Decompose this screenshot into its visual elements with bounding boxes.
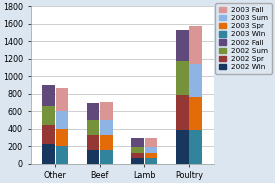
Bar	[131, 147, 144, 153]
Bar	[42, 144, 55, 164]
Bar	[176, 130, 189, 164]
Bar	[131, 138, 144, 147]
Bar	[176, 61, 189, 95]
Bar	[42, 125, 55, 144]
Bar	[56, 129, 68, 146]
Bar	[56, 146, 68, 164]
Bar	[100, 120, 113, 135]
Bar	[131, 153, 144, 158]
Bar	[87, 120, 99, 135]
Bar	[87, 135, 99, 150]
Bar	[100, 135, 113, 150]
Bar	[100, 102, 113, 120]
Bar	[176, 30, 189, 61]
Bar	[42, 106, 55, 125]
Bar	[145, 138, 157, 147]
Bar	[189, 64, 202, 97]
Bar	[145, 153, 157, 158]
Bar	[56, 111, 68, 129]
Bar	[100, 150, 113, 164]
Bar	[42, 85, 55, 106]
Legend: 2003 Fall, 2003 Sum, 2003 Spr, 2003 Win, 2002 Fall, 2002 Sum, 2002 Spr, 2002 Win: 2003 Fall, 2003 Sum, 2003 Spr, 2003 Win,…	[215, 3, 272, 74]
Bar	[87, 103, 99, 120]
Bar	[176, 95, 189, 130]
Bar	[145, 147, 157, 153]
Bar	[56, 87, 68, 111]
Bar	[189, 97, 202, 130]
Bar	[145, 158, 157, 164]
Bar	[189, 25, 202, 64]
Bar	[189, 130, 202, 164]
Bar	[131, 158, 144, 164]
Bar	[87, 150, 99, 164]
